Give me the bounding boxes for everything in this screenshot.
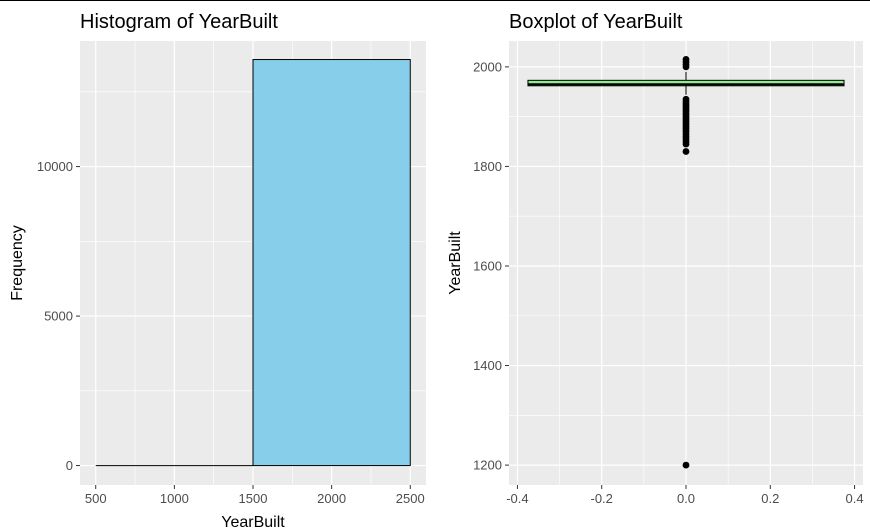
boxplot-outlier-point <box>682 56 690 63</box>
boxplot-box <box>527 79 845 87</box>
histogram-x-tick-label: 1500 <box>239 491 268 506</box>
boxplot-y-axis-label: YearBuilt <box>447 231 464 295</box>
histogram-x-axis-label: YearBuilt <box>221 514 285 531</box>
histogram-x-tick-label: 500 <box>85 491 107 506</box>
boxplot-x-tick-label: 0.0 <box>677 491 695 506</box>
histogram-y-tick-label: 10000 <box>37 159 73 174</box>
boxplot-x-tick-label: 0.4 <box>846 491 864 506</box>
boxplot-title: Boxplot of YearBuilt <box>509 11 683 33</box>
boxplot-y-tick-label: 1600 <box>473 258 502 273</box>
boxplot-outlier-point <box>682 148 690 155</box>
histogram-chart: 500 1000 1500 2000 2500 0 5000 10000 Histogram… <box>9 11 426 531</box>
boxplot-y-tick-label: 1200 <box>473 458 502 473</box>
boxplot-y-tick-label: 1400 <box>473 358 502 373</box>
boxplot-x-ticks: -0.4 -0.2 0.0 0.2 0.4 <box>506 485 864 506</box>
histogram-y-axis-label: Frequency <box>9 225 26 301</box>
boxplot-body <box>527 71 845 95</box>
histogram-x-tick-label: 2000 <box>317 491 346 506</box>
boxplot-y-tick-label: 2000 <box>473 59 502 74</box>
histogram-x-ticks: 500 1000 1500 2000 2500 <box>85 485 425 506</box>
boxplot-outliers <box>682 56 690 469</box>
boxplot-x-tick-label: -0.2 <box>591 491 613 506</box>
boxplot-y-tick-label: 1800 <box>473 159 502 174</box>
histogram-x-tick-label: 1000 <box>160 491 189 506</box>
boxplot-y-ticks: 1200 1400 1600 1800 2000 <box>473 59 509 473</box>
top-border-line <box>0 0 870 1</box>
histogram-bars <box>95 59 411 467</box>
boxplot-x-tick-label: -0.4 <box>506 491 528 506</box>
histogram-title: Histogram of YearBuilt <box>80 11 278 33</box>
histogram-y-tick-label: 5000 <box>44 309 73 324</box>
boxplot-chart: -0.4 -0.2 0.0 0.2 0.4 1200 1400 1600 1800 2000 B… <box>447 11 864 506</box>
histogram-bar <box>252 59 411 467</box>
histogram-y-ticks: 0 5000 10000 <box>37 159 80 473</box>
boxplot-outlier-point <box>682 95 690 103</box>
boxplot-outlier-point <box>682 461 690 469</box>
histogram-y-tick-label: 0 <box>66 458 73 473</box>
histogram-x-tick-label: 2500 <box>396 491 425 506</box>
boxplot-x-tick-label: 0.2 <box>761 491 779 506</box>
